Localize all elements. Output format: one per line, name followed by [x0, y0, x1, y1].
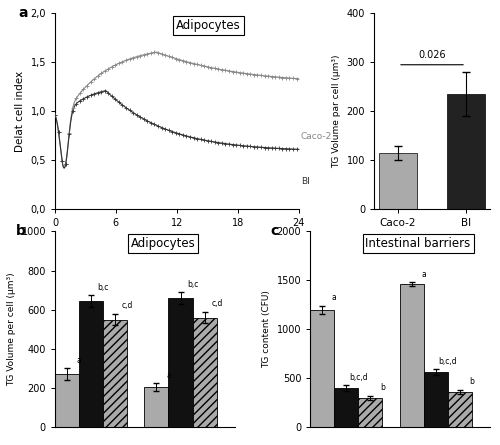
- Bar: [448, 94, 484, 209]
- Text: a: a: [76, 356, 81, 365]
- Text: Adipocytes: Adipocytes: [176, 19, 241, 32]
- Text: a: a: [18, 5, 28, 20]
- Text: a: a: [166, 371, 171, 380]
- Text: c,d: c,d: [122, 301, 132, 310]
- Text: a: a: [332, 293, 336, 303]
- Bar: [400, 284, 423, 427]
- Text: b: b: [16, 223, 26, 238]
- Bar: [78, 301, 103, 427]
- Text: c,d: c,d: [211, 299, 222, 308]
- Text: b,c,d: b,c,d: [349, 372, 368, 382]
- Bar: [310, 310, 334, 427]
- Bar: [424, 372, 448, 427]
- Y-axis label: TG content (CFU): TG content (CFU): [262, 290, 271, 368]
- X-axis label: Time (h): Time (h): [155, 234, 198, 244]
- Text: a: a: [422, 270, 426, 279]
- Bar: [358, 398, 382, 427]
- Bar: [380, 153, 416, 209]
- Text: b,c,d: b,c,d: [438, 357, 458, 366]
- Bar: [103, 320, 127, 427]
- Bar: [54, 374, 78, 427]
- Y-axis label: Delat cell index: Delat cell index: [15, 71, 25, 152]
- Text: Adipocytes: Adipocytes: [130, 237, 195, 250]
- Bar: [168, 298, 192, 427]
- Y-axis label: TG Volume per cell (µm³): TG Volume per cell (µm³): [7, 272, 16, 386]
- Bar: [334, 388, 358, 427]
- Bar: [144, 387, 169, 427]
- Bar: [192, 318, 217, 427]
- Text: b: b: [470, 377, 474, 386]
- Text: b: b: [380, 384, 384, 392]
- Text: Intestinal barriers: Intestinal barriers: [366, 237, 470, 250]
- Text: Caco-2: Caco-2: [301, 132, 332, 141]
- Y-axis label: TG Volume par cell (µm³): TG Volume par cell (µm³): [332, 54, 341, 168]
- Bar: [448, 392, 472, 427]
- Text: BI: BI: [301, 177, 310, 186]
- Text: b,c: b,c: [187, 279, 198, 288]
- Text: c: c: [270, 223, 279, 238]
- Text: b,c: b,c: [97, 283, 108, 291]
- Text: 0.026: 0.026: [418, 50, 446, 60]
